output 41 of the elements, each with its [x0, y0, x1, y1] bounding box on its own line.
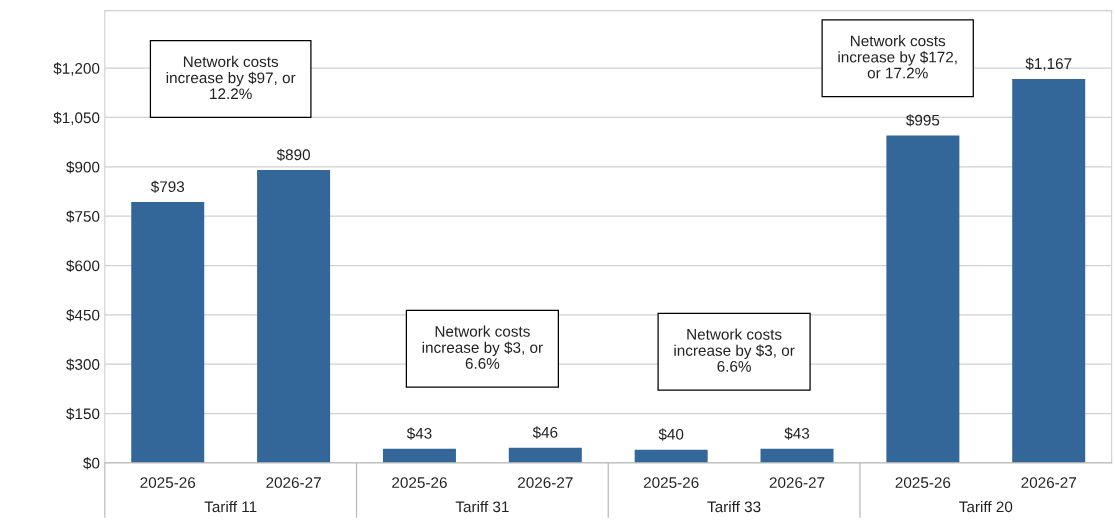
y-tick-label: $1,200	[53, 62, 100, 76]
data-label: $46	[532, 426, 558, 439]
bar	[508, 447, 582, 463]
annotation: Network costs increase by $3, or 6.6%	[422, 325, 543, 369]
bar	[634, 449, 708, 463]
data-label: $43	[784, 427, 810, 440]
x-tick-label: 2026-27	[1021, 477, 1076, 488]
data-label: $40	[658, 428, 684, 441]
x-tick-label: 2025-26	[392, 477, 447, 488]
annotation: Network costs increase by $97, or 12.2%	[166, 55, 296, 100]
y-tick-label: $300	[66, 358, 100, 371]
bar	[886, 135, 960, 463]
y-tick-label: $600	[66, 259, 100, 273]
y-tick-label: $750	[66, 210, 100, 223]
y-tick-label: $150	[66, 407, 100, 421]
bar	[760, 448, 834, 463]
data-label: $1,167	[1025, 57, 1072, 71]
bar	[1012, 79, 1086, 463]
x-tick-label: 2026-27	[266, 477, 321, 488]
x-tick-label: 2025-26	[140, 477, 196, 488]
x-tick-label: 2026-27	[769, 477, 825, 488]
x-tick-label: 2026-27	[518, 477, 573, 488]
data-label: $890	[276, 148, 310, 162]
y-tick-label: $0	[83, 457, 100, 470]
data-label: $793	[150, 180, 185, 193]
y-tick-label: $450	[66, 309, 100, 322]
x-tick-label: 2025-26	[895, 477, 951, 488]
text: Tariff 11	[204, 500, 257, 513]
y-tick-label: $1,050	[53, 111, 100, 125]
text: Tariff 33	[707, 500, 761, 513]
bar	[382, 448, 456, 463]
data-label: $43	[406, 427, 432, 440]
annotation: Network costs increase by $3, or 6.6%	[674, 328, 795, 372]
y-tick-label: $900	[66, 161, 100, 174]
bar	[257, 170, 331, 463]
text: Tariff 31	[455, 500, 509, 513]
text: Tariff 20	[959, 500, 1013, 513]
x-tick-label: 2025-26	[643, 477, 699, 488]
bar	[131, 202, 205, 463]
data-label: $995	[906, 114, 940, 127]
annotation: Network costs increase by $172, or 17.2%	[838, 35, 957, 79]
